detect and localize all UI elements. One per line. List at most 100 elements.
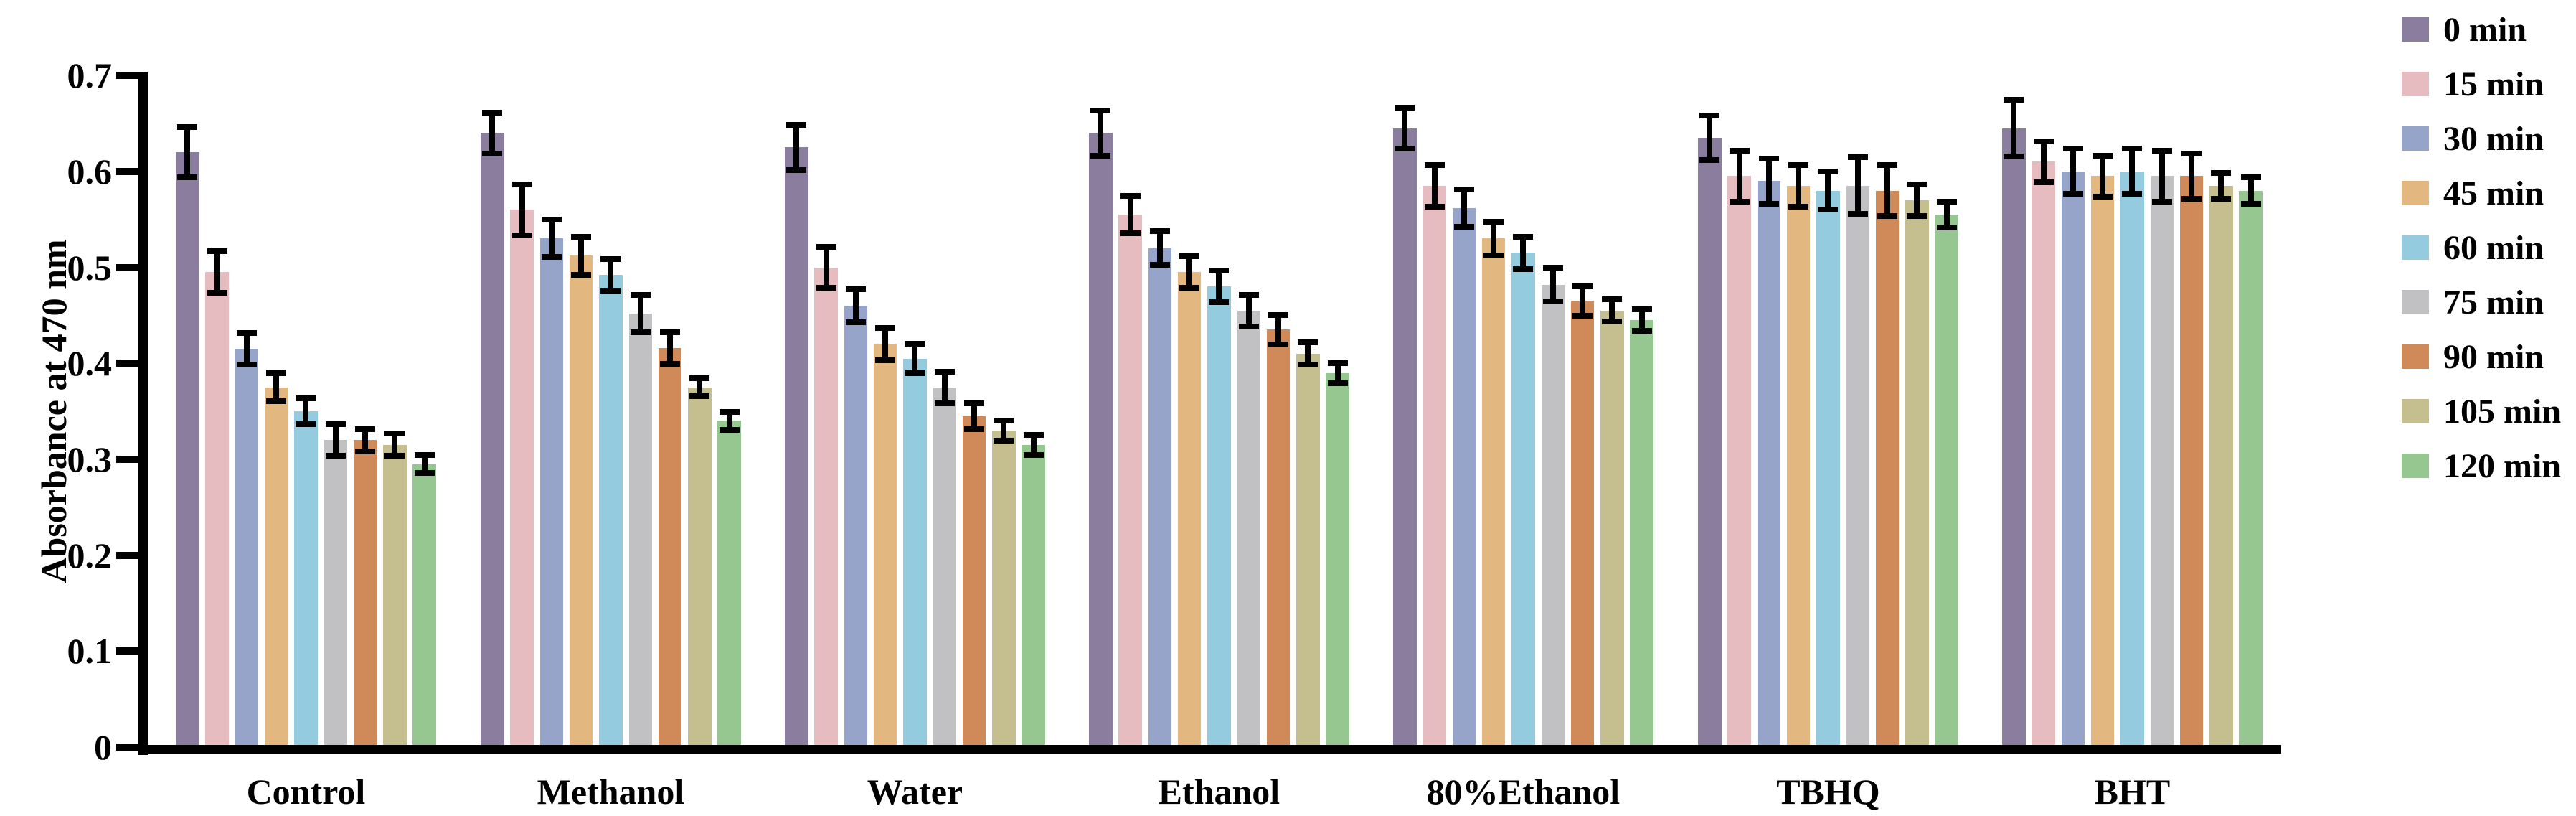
- error-bar-cap-top: [1729, 148, 1750, 154]
- legend-item: 0 min: [2402, 13, 2574, 47]
- bar: [1630, 320, 1653, 747]
- error-bar-cap-bottom: [1631, 328, 1652, 334]
- error-bar-cap-top: [1238, 291, 1259, 298]
- bar: [1757, 181, 1781, 747]
- error-bar-cap-bottom: [1572, 313, 1593, 319]
- legend-item: 30 min: [2402, 122, 2574, 156]
- error-bar: [823, 248, 829, 287]
- error-bar-cap-top: [600, 256, 621, 263]
- bar: [2120, 171, 2144, 747]
- error-bar-cap-top: [1572, 283, 1593, 289]
- error-bar: [548, 221, 555, 256]
- error-bar-cap-top: [1453, 186, 1474, 192]
- error-bar-cap-top: [719, 408, 740, 415]
- bar: [1698, 138, 1722, 747]
- y-tick: [116, 647, 142, 655]
- error-bar-cap-top: [1424, 162, 1445, 169]
- legend-item: 75 min: [2402, 286, 2574, 320]
- error-bar-cap-top: [1395, 104, 1415, 111]
- y-tick-label: 0.5: [67, 247, 113, 288]
- error-bar-cap-bottom: [1542, 298, 1563, 304]
- error-bar: [2040, 142, 2047, 182]
- bar: [785, 147, 808, 747]
- error-bar-cap-top: [1209, 268, 1230, 274]
- error-bar-cap-bottom: [541, 254, 562, 261]
- error-bar-cap-bottom: [934, 400, 955, 406]
- bar: [1326, 372, 1349, 747]
- error-bar: [1334, 364, 1341, 382]
- error-bar-cap-top: [660, 329, 681, 335]
- error-bar-cap-top: [1179, 253, 1200, 260]
- error-bar-cap-top: [2033, 138, 2054, 144]
- y-tick: [116, 167, 142, 175]
- error-bar-cap-top: [1847, 154, 1868, 161]
- error-bar-cap-bottom: [2122, 191, 2143, 197]
- bar: [962, 416, 986, 747]
- y-tick-label: 0.2: [67, 535, 113, 576]
- error-bar: [667, 333, 674, 362]
- bar: [717, 421, 741, 747]
- error-bar: [1030, 436, 1037, 454]
- legend-label: 90 min: [2443, 338, 2544, 376]
- legend-swatch: [2402, 290, 2429, 314]
- error-bar-cap-bottom: [786, 167, 807, 173]
- error-bar: [1736, 152, 1742, 200]
- error-bar-cap-top: [236, 330, 257, 337]
- bar: [688, 387, 712, 747]
- error-bar-cap-top: [1298, 339, 1318, 346]
- legend-swatch: [2402, 181, 2429, 205]
- y-tick: [116, 72, 142, 80]
- bar: [1452, 207, 1476, 747]
- bar: [412, 464, 436, 747]
- legend-item: 60 min: [2402, 231, 2574, 266]
- error-bar-cap-bottom: [1023, 451, 1044, 458]
- bar: [2150, 176, 2174, 747]
- error-bar-cap-bottom: [482, 151, 503, 157]
- error-bar-cap-bottom: [1424, 203, 1445, 210]
- bar: [2179, 176, 2204, 747]
- error-bar-cap-bottom: [719, 427, 740, 433]
- error-bar-cap-top: [905, 340, 925, 347]
- error-bar-cap-bottom: [2033, 179, 2054, 186]
- error-bar-cap-bottom: [1453, 223, 1474, 230]
- error-bar: [1001, 421, 1007, 439]
- bar: [264, 387, 288, 747]
- bar: [1207, 286, 1231, 747]
- error-bar: [1305, 344, 1311, 364]
- error-bar-cap-top: [1758, 155, 1779, 161]
- error-bar-cap-top: [689, 375, 710, 381]
- error-bar-cap-bottom: [660, 360, 681, 367]
- bar: [1022, 444, 1045, 747]
- error-bar-cap-top: [355, 426, 376, 432]
- error-bar-cap-bottom: [511, 232, 532, 238]
- error-bar: [882, 329, 889, 359]
- error-bar: [2129, 150, 2136, 193]
- bar: [1816, 190, 1840, 747]
- error-bar-cap-top: [1149, 228, 1170, 235]
- legend-swatch: [2402, 235, 2429, 260]
- error-bar-cap-bottom: [1238, 323, 1259, 329]
- error-bar-cap-bottom: [875, 357, 896, 363]
- error-bar-cap-top: [1542, 265, 1563, 271]
- error-bar-cap-top: [1483, 218, 1504, 225]
- bar: [294, 411, 318, 747]
- error-bar-cap-bottom: [1179, 285, 1200, 291]
- error-bar-cap-bottom: [266, 398, 287, 404]
- error-bar: [243, 334, 250, 364]
- bar: [1541, 284, 1565, 747]
- error-bar-cap-top: [1907, 181, 1928, 187]
- error-bar-cap-bottom: [2062, 191, 2083, 197]
- error-bar: [1275, 316, 1282, 344]
- bar: [844, 305, 868, 747]
- error-bar: [1884, 167, 1891, 215]
- error-bar: [1638, 310, 1645, 330]
- error-bar-cap-bottom: [296, 421, 316, 428]
- error-bar-cap-top: [2211, 169, 2232, 176]
- error-bar-cap-top: [207, 248, 227, 255]
- bar: [2002, 128, 2026, 747]
- x-category-label: BHT: [2094, 772, 2171, 812]
- bar: [1393, 128, 1417, 747]
- bar: [1148, 248, 1172, 747]
- error-bar-cap-top: [1327, 360, 1348, 366]
